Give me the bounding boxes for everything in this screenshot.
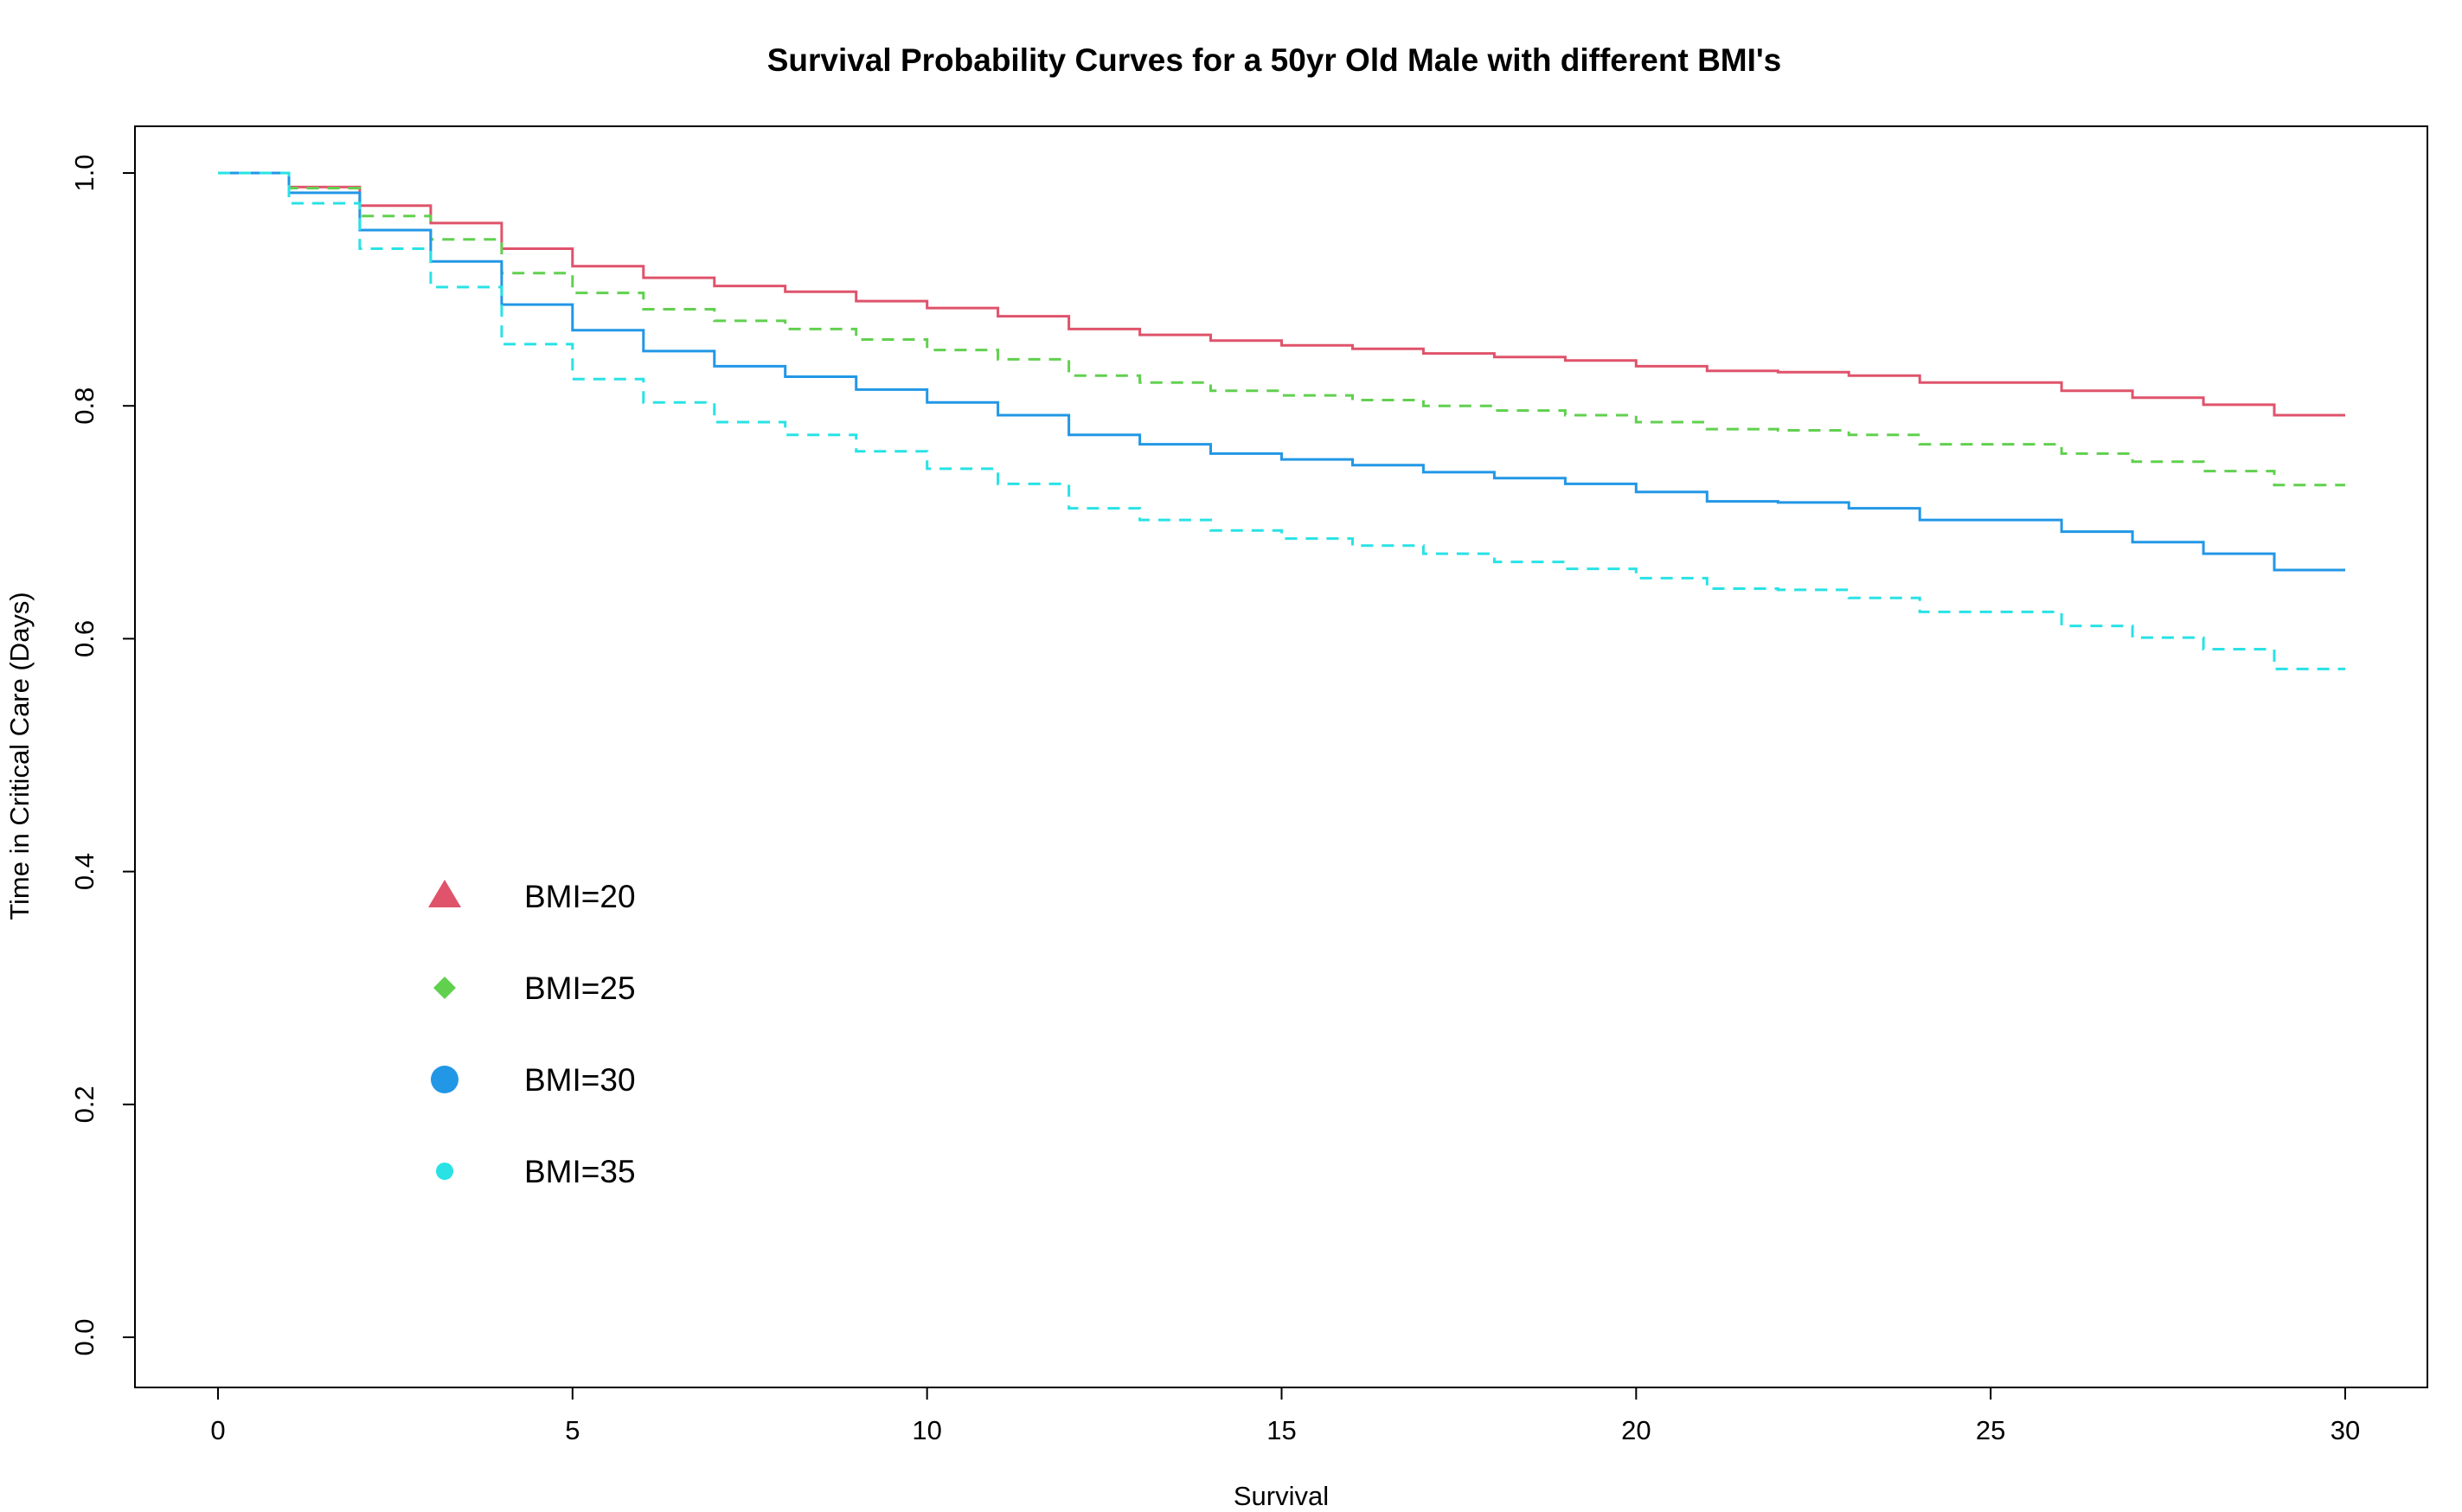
x-tick-label: 30 [2331, 1415, 2360, 1445]
legend-label: BMI=35 [524, 1154, 636, 1189]
y-tick-label: 0.2 [69, 1086, 99, 1123]
y-axis-label: Time in Critical Care (Days) [4, 592, 35, 920]
series-line-bmi-2 [218, 171, 2345, 487]
legend-marker-circle [431, 1066, 458, 1093]
y-tick-label: 1.0 [69, 154, 99, 191]
legend-label: BMI=25 [524, 971, 636, 1006]
plot-frame [134, 125, 2428, 1388]
chart-title: Survival Probability Curves for a 50yr O… [767, 42, 1782, 78]
legend-marker-triangle [428, 880, 461, 907]
x-tick-label: 25 [1976, 1415, 2005, 1445]
x-axis-label: Survival [1234, 1481, 1329, 1511]
legend-marker-small-circle [436, 1163, 453, 1180]
y-tick-label: 0.6 [69, 620, 99, 657]
legend: BMI=20 BMI=25 BMI=30 BMI=35 [428, 879, 636, 1189]
legend-label: BMI=30 [524, 1062, 636, 1098]
series-line-bmi-1 [218, 171, 2345, 417]
series-layer [218, 171, 2345, 670]
series-line-bmi-3 [218, 171, 2345, 572]
x-tick-label: 5 [565, 1415, 580, 1445]
x-axis: 0 5 10 15 20 25 30 [210, 1387, 2360, 1445]
x-tick-label: 10 [912, 1415, 941, 1445]
y-tick-label: 0.8 [69, 388, 99, 425]
legend-marker-diamond [433, 977, 456, 999]
series-line-bmi-4 [218, 171, 2345, 670]
x-tick-label: 20 [1621, 1415, 1651, 1445]
y-axis: 0.0 0.2 0.4 0.6 0.8 1.0 [69, 154, 136, 1356]
y-tick-label: 0.4 [69, 853, 99, 890]
legend-label: BMI=20 [524, 879, 636, 914]
x-tick-label: 0 [210, 1415, 225, 1445]
y-tick-label: 0.0 [69, 1318, 99, 1355]
x-tick-label: 15 [1266, 1415, 1296, 1445]
